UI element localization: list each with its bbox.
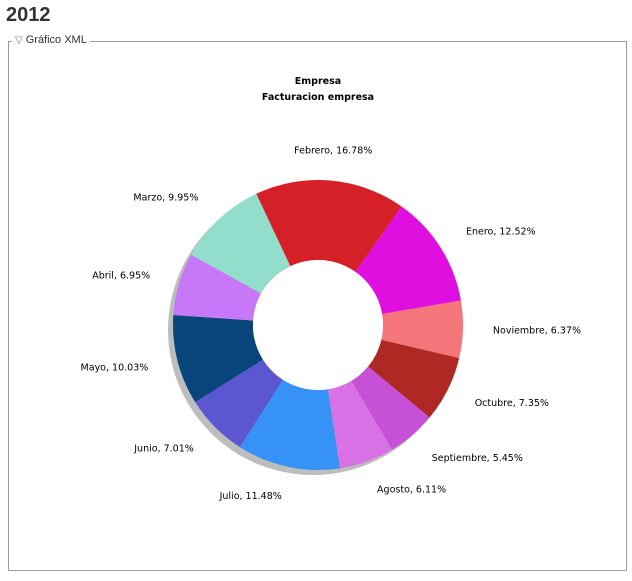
slice-label-enero: Enero, 12.52%	[466, 227, 536, 238]
slice-octubre[interactable]	[368, 339, 460, 418]
slice-label-marzo: Marzo, 9.95%	[133, 192, 198, 203]
chart-panel	[8, 41, 627, 571]
slice-junio[interactable]	[195, 359, 283, 448]
chart-title: Empresa	[295, 76, 341, 87]
chart-panel-header[interactable]: ▽ Gráfico XML	[12, 34, 90, 46]
slice-label-julio: Julio, 11.48%	[219, 491, 282, 502]
slice-label-mayo: Mayo, 10.03%	[81, 363, 149, 374]
slice-abril[interactable]	[173, 254, 262, 321]
slice-label-abril: Abril, 6.95%	[92, 270, 150, 281]
slice-septiembre[interactable]	[351, 366, 430, 450]
slice-agosto[interactable]	[327, 380, 393, 469]
chart-panel-label: Gráfico XML	[25, 34, 87, 46]
slice-febrero[interactable]	[256, 179, 402, 272]
slice-label-junio: Junio, 7.01%	[133, 443, 194, 454]
slice-label-noviembre: Noviembre, 6.37%	[493, 325, 581, 336]
slice-label-septiembre: Septiembre, 5.45%	[432, 453, 523, 464]
slice-julio[interactable]	[239, 379, 340, 470]
collapse-triangle-icon[interactable]: ▽	[15, 34, 23, 46]
slice-noviembre[interactable]	[381, 300, 463, 359]
slice-label-octubre: Octubre, 7.35%	[475, 398, 549, 409]
slice-label-febrero: Febrero, 16.78%	[294, 146, 372, 157]
donut-hole	[253, 260, 383, 390]
slice-marzo[interactable]	[191, 193, 291, 294]
slice-enero[interactable]	[355, 206, 461, 315]
page-title: 2012	[6, 4, 51, 26]
slice-label-agosto: Agosto, 6.11%	[377, 485, 446, 496]
slice-mayo[interactable]	[173, 315, 263, 403]
chart-subtitle: Facturacion empresa	[262, 92, 374, 103]
